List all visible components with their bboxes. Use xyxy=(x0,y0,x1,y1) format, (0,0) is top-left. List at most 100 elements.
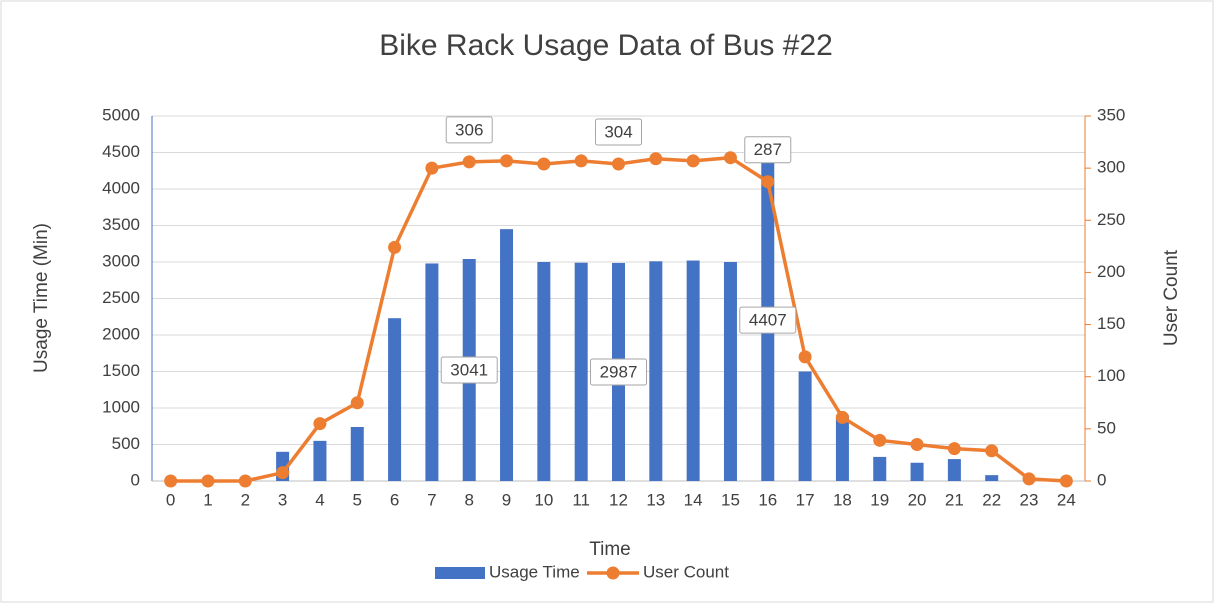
point xyxy=(313,417,327,431)
point xyxy=(985,444,999,458)
x-tick-label: 11 xyxy=(572,490,590,509)
x-tick-label: 10 xyxy=(534,490,553,509)
x-tick-label: 3 xyxy=(278,490,287,509)
point xyxy=(686,154,700,168)
point xyxy=(276,466,290,480)
legend-marker xyxy=(606,566,620,580)
x-tick-label: 4 xyxy=(315,490,324,509)
bar xyxy=(910,462,924,481)
x-tick-label: 0 xyxy=(166,490,175,509)
point xyxy=(873,433,887,447)
y-axis-title: Usage Time (Min) xyxy=(31,223,52,373)
x-tick-label: 17 xyxy=(796,490,815,509)
x-tick-label: 1 xyxy=(203,490,212,509)
bar xyxy=(425,263,439,481)
point xyxy=(537,157,551,171)
x-tick-label: 23 xyxy=(1020,490,1039,509)
data-label-box xyxy=(445,116,493,144)
bar xyxy=(835,415,849,481)
data-label: 287 xyxy=(754,140,782,159)
bar xyxy=(388,318,402,481)
point xyxy=(1059,474,1073,488)
point xyxy=(947,442,961,456)
y-tick-label: 500 xyxy=(112,434,140,453)
y-tick-label: 3000 xyxy=(102,251,140,270)
point xyxy=(612,157,625,171)
data-label: 2987 xyxy=(600,362,638,381)
y-tick-label: 0 xyxy=(131,470,140,489)
x-tick-label: 14 xyxy=(684,490,703,509)
x-tick-label: 16 xyxy=(758,490,777,509)
y-tick-label: 2500 xyxy=(102,288,140,307)
y2-tick-label: 100 xyxy=(1097,366,1125,385)
x-tick-label: 21 xyxy=(945,490,964,509)
bar xyxy=(985,475,999,481)
point xyxy=(462,155,476,169)
legend-label: Usage Time xyxy=(489,562,580,581)
x-tick-label: 8 xyxy=(464,490,473,509)
point xyxy=(1022,472,1036,486)
point xyxy=(238,474,252,488)
x-tick-label: 12 xyxy=(609,490,628,509)
point xyxy=(723,151,737,165)
x-tick-label: 7 xyxy=(427,490,436,509)
point xyxy=(835,410,849,424)
point xyxy=(201,474,215,488)
chart-title: Bike Rack Usage Data of Bus #22 xyxy=(379,29,833,62)
point xyxy=(500,154,514,168)
x-axis-title: Time xyxy=(589,539,631,560)
bar xyxy=(798,371,812,481)
data-label-box xyxy=(739,306,797,334)
bar xyxy=(873,456,887,481)
y-tick-label: 4000 xyxy=(102,178,140,197)
y2-tick-label: 300 xyxy=(1097,158,1125,177)
point xyxy=(761,175,775,189)
y-tick-label: 1500 xyxy=(102,361,140,380)
point xyxy=(164,474,178,488)
y-tick-label: 1000 xyxy=(102,397,140,416)
x-tick-label: 22 xyxy=(982,490,1001,509)
data-label-box xyxy=(440,356,498,384)
legend-label: User Count xyxy=(643,562,729,581)
y2-tick-label: 250 xyxy=(1097,210,1125,229)
bar xyxy=(500,229,514,481)
x-tick-label: 2 xyxy=(241,490,250,509)
bar xyxy=(947,459,961,481)
point xyxy=(574,154,588,168)
y2-axis-title: User Count xyxy=(1161,249,1182,346)
x-tick-label: 18 xyxy=(833,490,852,509)
data-label-box xyxy=(590,358,647,386)
x-tick-label: 24 xyxy=(1057,490,1076,509)
bar xyxy=(537,262,551,481)
point xyxy=(350,396,364,410)
y2-tick-label: 350 xyxy=(1097,105,1125,124)
bar xyxy=(313,440,327,481)
bar xyxy=(723,262,737,481)
data-label-box xyxy=(595,118,642,146)
bar xyxy=(350,426,364,481)
x-tick-label: 6 xyxy=(390,490,399,509)
point xyxy=(649,152,663,166)
data-label: 304 xyxy=(604,122,632,141)
data-label: 4407 xyxy=(749,311,787,330)
bar xyxy=(574,262,588,481)
y2-tick-label: 50 xyxy=(1097,418,1116,437)
legend-swatch xyxy=(435,567,485,579)
y-tick-label: 5000 xyxy=(102,105,140,124)
x-tick-label: 19 xyxy=(870,490,889,509)
data-label-box xyxy=(744,136,792,164)
x-tick-label: 15 xyxy=(721,490,740,509)
bar xyxy=(649,261,663,481)
x-tick-label: 13 xyxy=(646,490,665,509)
point xyxy=(798,350,812,364)
y-tick-label: 2000 xyxy=(102,324,140,343)
y-tick-label: 3500 xyxy=(102,215,140,234)
data-label: 306 xyxy=(455,120,483,139)
point xyxy=(425,161,439,175)
y2-tick-label: 150 xyxy=(1097,314,1125,333)
x-tick-label: 5 xyxy=(353,490,362,509)
x-tick-label: 9 xyxy=(502,490,511,509)
bar xyxy=(686,260,700,481)
